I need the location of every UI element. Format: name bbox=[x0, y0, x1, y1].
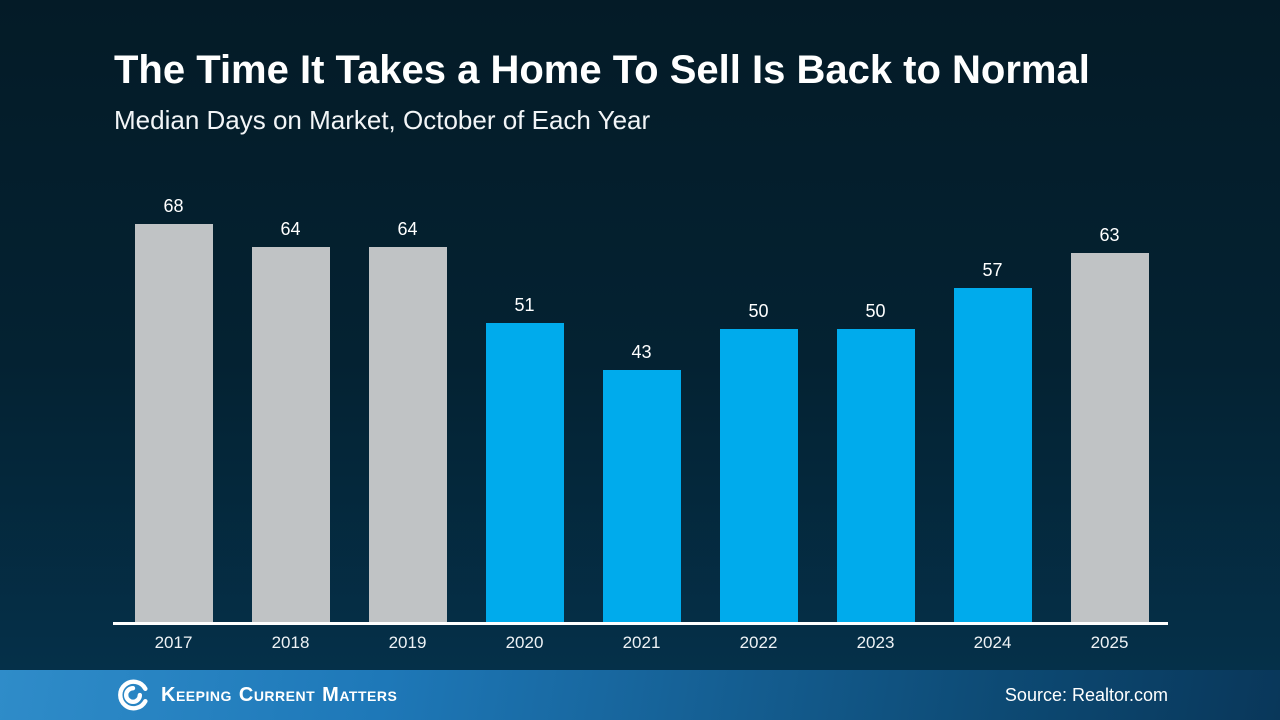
logo-word: KEEPING bbox=[161, 683, 232, 706]
bar-column-2023: 50 bbox=[817, 301, 934, 622]
bar-value-label: 43 bbox=[631, 342, 652, 362]
bar-value-label: 68 bbox=[163, 196, 184, 216]
year-label-2019: 2019 bbox=[388, 633, 427, 652]
bar-value-label: 51 bbox=[514, 295, 535, 315]
bar-2021 bbox=[602, 370, 681, 622]
bar-column-2017: 68 bbox=[115, 196, 232, 622]
bar-column-2022: 50 bbox=[700, 301, 817, 622]
bar-2020 bbox=[485, 323, 564, 622]
year-label-2023: 2023 bbox=[856, 633, 895, 652]
year-label-2020: 2020 bbox=[505, 633, 544, 652]
bar-column-2024: 57 bbox=[934, 260, 1051, 622]
x-axis-labels: 2017 2018 2019 2020 2021 2022 2023 2024 2025 bbox=[115, 633, 1168, 653]
bar-2018 bbox=[251, 247, 330, 622]
year-label-2017: 2017 bbox=[154, 633, 193, 652]
bar-value-label: 64 bbox=[280, 219, 301, 239]
bar-chart: 68 64 64 51 43 50 50 57 63 bbox=[113, 196, 1168, 625]
bar-column-2025: 63 bbox=[1051, 225, 1168, 622]
chart-title: The Time It Takes a Home To Sell Is Back… bbox=[114, 48, 1090, 92]
kcm-logo-text: KEEPING CURRENT MATTERS bbox=[161, 684, 404, 707]
bar-2022 bbox=[719, 329, 798, 622]
bar-value-label: 50 bbox=[865, 301, 886, 321]
logo-word: CURRENT bbox=[238, 683, 316, 706]
bar-value-label: 64 bbox=[397, 219, 418, 239]
bar-value-label: 63 bbox=[1099, 225, 1120, 245]
kcm-logo: KEEPING CURRENT MATTERS bbox=[114, 676, 404, 714]
bar-value-label: 50 bbox=[748, 301, 769, 321]
kcm-swirl-icon bbox=[118, 679, 148, 711]
year-label-2018: 2018 bbox=[271, 633, 310, 652]
source-text: Source: Realtor.com bbox=[1004, 684, 1168, 705]
bar-2023 bbox=[836, 329, 915, 622]
bar-2025 bbox=[1070, 253, 1149, 622]
year-label-2025: 2025 bbox=[1090, 633, 1129, 652]
logo-word: MATTERS bbox=[322, 683, 398, 706]
bar-column-2021: 43 bbox=[583, 342, 700, 622]
bar-2017 bbox=[134, 224, 213, 622]
bars-container: 68 64 64 51 43 50 50 57 63 bbox=[115, 196, 1168, 622]
bar-value-label: 57 bbox=[982, 260, 1003, 280]
bar-column-2018: 64 bbox=[232, 219, 349, 622]
x-axis-line bbox=[113, 622, 1168, 625]
bar-2019 bbox=[368, 247, 447, 622]
bar-2024 bbox=[953, 288, 1032, 622]
footer-bar: KEEPING CURRENT MATTERS Source: Realtor.co… bbox=[0, 670, 1280, 720]
year-label-2022: 2022 bbox=[739, 633, 778, 652]
year-label-2021: 2021 bbox=[622, 633, 661, 652]
chart-subtitle: Median Days on Market, October of Each Y… bbox=[114, 105, 651, 135]
year-label-2024: 2024 bbox=[973, 633, 1012, 652]
bar-column-2019: 64 bbox=[349, 219, 466, 622]
bar-column-2020: 51 bbox=[466, 295, 583, 622]
